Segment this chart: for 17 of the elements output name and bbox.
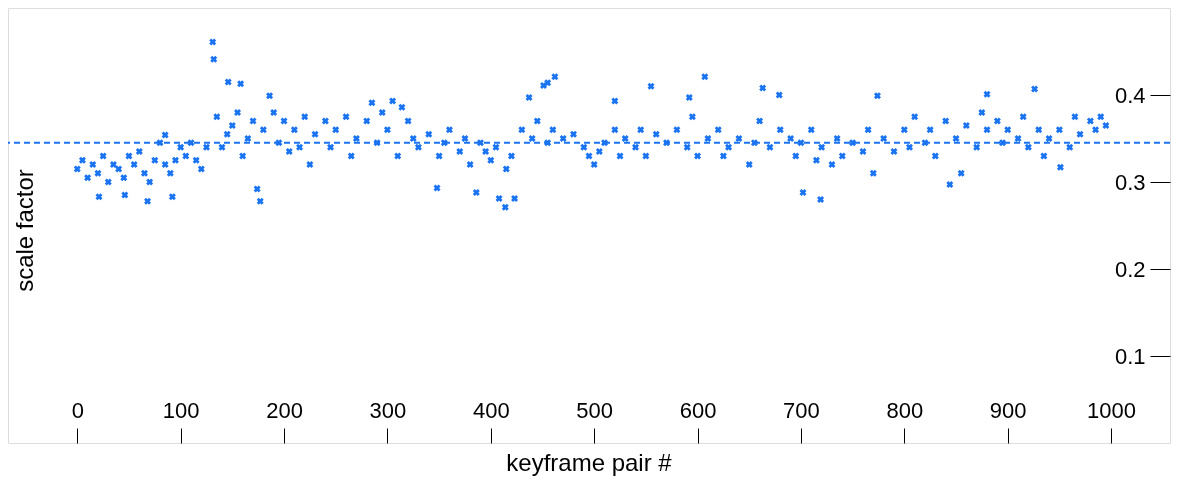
x-tick-label: 0 — [71, 397, 84, 423]
x-tick-label: 100 — [162, 397, 200, 423]
y-tick-label: 0.1 — [1114, 343, 1146, 369]
x-tick-label: 1000 — [1087, 397, 1137, 423]
y-tick-label: 0.2 — [1114, 256, 1146, 282]
x-axis-title: keyframe pair # — [506, 448, 673, 476]
x-tick-label: 500 — [576, 397, 614, 423]
x-tick-label: 400 — [472, 397, 510, 423]
x-tick-label: 300 — [369, 397, 407, 423]
y-tick-label: 0.3 — [1114, 169, 1146, 195]
y-tick-label: 0.4 — [1114, 82, 1146, 108]
x-tick-label: 200 — [266, 397, 303, 423]
x-tick-label: 900 — [989, 397, 1027, 423]
x-tick-label: 800 — [886, 397, 924, 423]
x-tick-label: 700 — [783, 397, 820, 423]
x-tick-label: 600 — [679, 397, 717, 423]
y-axis-title: scale factor — [11, 169, 38, 292]
